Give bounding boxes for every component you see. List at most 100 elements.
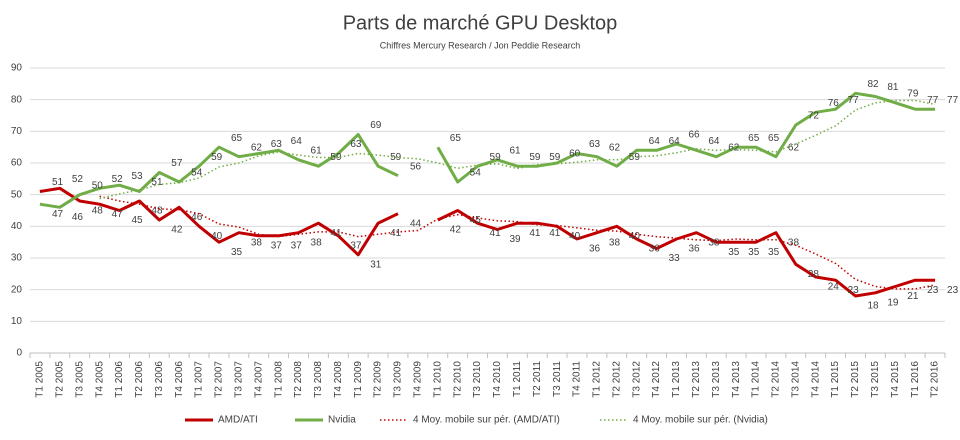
x-tick-label: T1 2014 <box>751 361 762 398</box>
x-tick-label: T3 2011 <box>552 361 563 397</box>
data-label: 76 <box>828 98 840 109</box>
data-label: 65 <box>231 133 243 144</box>
x-tick-label: T1 2007 <box>194 361 205 398</box>
data-label: 62 <box>788 142 800 153</box>
legend-label: AMD/ATI <box>218 415 258 426</box>
x-tick-label: T4 2015 <box>890 361 901 398</box>
y-tick-label: 10 <box>11 316 23 327</box>
data-label: 60 <box>569 149 581 160</box>
data-label: 37 <box>350 240 362 251</box>
data-label: 47 <box>112 209 124 220</box>
data-label: 77 <box>927 95 939 106</box>
x-tick-label: T4 2007 <box>253 361 264 398</box>
data-label: 21 <box>907 291 919 302</box>
data-label: 46 <box>191 212 203 223</box>
x-tick-label: T1 2015 <box>830 361 841 398</box>
legend-label: 4 Moy. mobile sur pér. (Nvidia) <box>633 415 768 426</box>
data-label: 52 <box>112 174 124 185</box>
data-label: 41 <box>490 228 502 239</box>
x-tick-label: T1 2012 <box>592 361 603 398</box>
chart-title: Parts de marché GPU Desktop <box>343 12 618 34</box>
x-tick-label: T2 2012 <box>611 361 622 398</box>
data-label: 28 <box>808 269 820 280</box>
x-tick-label: T1 2005 <box>35 361 46 398</box>
x-tick-label: T2 2016 <box>930 361 941 398</box>
data-label: 35 <box>728 247 740 258</box>
x-tick-label: T4 2011 <box>572 361 583 397</box>
x-tick-label: T1 2013 <box>671 361 682 398</box>
data-label: 23 <box>927 285 939 296</box>
data-label: 79 <box>907 88 919 99</box>
x-tick-label: T2 2009 <box>373 361 384 398</box>
data-label: 48 <box>92 206 104 217</box>
data-label: 31 <box>370 259 382 270</box>
x-tick-label: T2 2007 <box>214 361 225 398</box>
x-tick-label: T1 2009 <box>353 361 364 398</box>
data-label: 59 <box>549 152 561 163</box>
data-label: 41 <box>390 228 402 239</box>
x-tick-label: T4 2008 <box>333 361 344 398</box>
x-tick-label: T3 2008 <box>313 361 324 398</box>
x-tick-label: T1 2010 <box>432 361 443 398</box>
data-label: 40 <box>629 231 641 242</box>
data-label: 50 <box>92 180 104 191</box>
x-tick-label: T1 2008 <box>273 361 284 398</box>
x-tick-label: T3 2009 <box>393 361 404 398</box>
data-label: 72 <box>808 111 820 122</box>
x-tick-label: T2 2008 <box>293 361 304 398</box>
data-label: 51 <box>52 177 64 188</box>
data-label: 77 <box>848 95 860 106</box>
series-line <box>39 91 936 209</box>
x-tick-label: T4 2013 <box>731 361 742 398</box>
data-label: 40 <box>211 231 223 242</box>
data-label: 19 <box>887 297 899 308</box>
x-tick-label: T1 2006 <box>114 361 125 398</box>
x-tick-label: T3 2012 <box>631 361 642 398</box>
data-label: 61 <box>509 145 521 156</box>
y-tick-label: 50 <box>11 189 23 200</box>
data-label: 64 <box>708 136 720 147</box>
x-tick-label: T2 2006 <box>134 361 145 398</box>
data-label: 35 <box>748 247 760 258</box>
data-label: 54 <box>470 168 482 179</box>
x-tick-label: T4 2012 <box>651 361 662 398</box>
data-label: 59 <box>629 152 641 163</box>
data-label: 46 <box>72 212 84 223</box>
data-label: 62 <box>251 142 263 153</box>
data-label: 56 <box>410 161 422 172</box>
data-label: 64 <box>649 136 661 147</box>
data-label: 23 <box>947 285 959 296</box>
data-label: 59 <box>529 152 541 163</box>
y-tick-label: 80 <box>11 94 23 105</box>
data-label: 42 <box>450 225 462 236</box>
x-tick-label: T3 2010 <box>472 361 483 398</box>
series-line <box>99 195 936 290</box>
data-label: 48 <box>151 206 163 217</box>
data-label: 24 <box>828 282 840 293</box>
data-label: 63 <box>589 139 601 150</box>
data-label: 39 <box>509 234 521 245</box>
y-tick-label: 70 <box>11 126 23 137</box>
data-label: 18 <box>867 301 879 312</box>
x-tick-label: T4 2014 <box>810 361 821 398</box>
x-tick-label: T3 2007 <box>233 361 244 398</box>
data-label: 38 <box>311 237 323 248</box>
x-tick-label: T2 2005 <box>54 361 65 398</box>
legend-label: Nvidia <box>328 415 356 426</box>
legend-label: 4 Moy. mobile sur pér. (AMD/ATI) <box>413 415 560 426</box>
data-label: 37 <box>291 240 303 251</box>
y-tick-label: 0 <box>16 348 22 359</box>
data-label: 59 <box>490 152 502 163</box>
data-label: 41 <box>529 228 541 239</box>
data-label: 65 <box>450 133 462 144</box>
data-label: 35 <box>231 247 243 258</box>
y-tick-label: 30 <box>11 253 23 264</box>
data-label: 63 <box>271 139 283 150</box>
data-label: 40 <box>569 231 581 242</box>
x-tick-label: T4 2005 <box>94 361 105 398</box>
data-label: 38 <box>708 237 720 248</box>
data-label: 36 <box>649 244 661 255</box>
data-label: 41 <box>549 228 561 239</box>
data-label: 66 <box>688 130 700 141</box>
